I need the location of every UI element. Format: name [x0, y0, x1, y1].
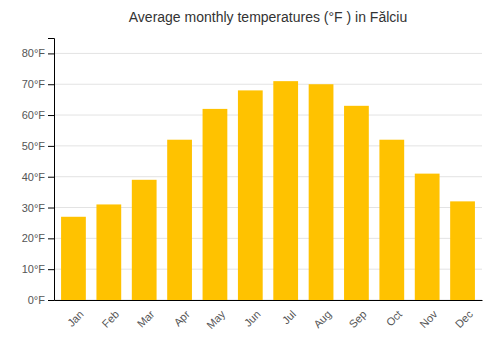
y-tick: 70°F: [22, 78, 54, 90]
x-tick-label: Aug: [311, 308, 333, 330]
y-tick-label: 70°F: [22, 78, 46, 90]
y-tick-label: 0°F: [28, 294, 46, 306]
y-tick: 0°F: [28, 294, 54, 306]
y-tick: 40°F: [22, 171, 54, 183]
y-tick-label: 50°F: [22, 140, 46, 152]
x-tick-label: Apr: [171, 308, 192, 329]
y-tick-label: 40°F: [22, 171, 46, 183]
y-tick: 60°F: [22, 109, 54, 121]
x-tick-label: Jan: [65, 308, 86, 329]
x-tick: Mar: [135, 308, 157, 330]
x-tick: Feb: [99, 308, 121, 330]
x-tick-label: May: [204, 308, 228, 332]
x-tick-label: Oct: [384, 308, 405, 329]
bar: [450, 201, 475, 300]
y-tick-mark: [48, 300, 54, 301]
bars: [61, 81, 475, 300]
bar: [273, 81, 298, 300]
y-axis: 0°F 10°F 20°F 30°F 40°F 50°F 60°F 70°F 80°F: [22, 39, 55, 307]
y-axis-line: [48, 39, 55, 301]
x-tick: Nov: [417, 308, 440, 331]
chart-title: Average monthly temperatures (°F ) in Fă…: [129, 9, 407, 25]
y-tick-label: 20°F: [22, 232, 46, 244]
bar: [203, 109, 228, 300]
plot-area: 0°F 10°F 20°F 30°F 40°F 50°F 60°F 70°F 80°F Jan Fe…: [22, 39, 483, 332]
bar: [379, 140, 404, 300]
y-tick-mark: [48, 146, 54, 147]
x-tick: Oct: [384, 308, 405, 329]
grid-line: [54, 84, 482, 85]
bar: [132, 180, 157, 300]
y-tick: 20°F: [22, 232, 54, 244]
y-tick-label: 60°F: [22, 109, 46, 121]
x-tick: Jun: [242, 308, 263, 329]
x-tick-label: Feb: [99, 308, 121, 330]
bar: [61, 217, 86, 300]
x-tick-label: Nov: [417, 308, 440, 331]
y-tick: 30°F: [22, 202, 54, 214]
y-tick: 80°F: [22, 47, 54, 59]
x-tick-label: Dec: [453, 308, 476, 331]
y-tick-mark: [48, 53, 54, 54]
bar: [344, 106, 369, 300]
y-tick-mark: [48, 84, 54, 85]
x-tick: Jan: [65, 308, 86, 329]
x-tick: Jul: [280, 308, 298, 326]
bar: [238, 90, 263, 300]
bar: [415, 174, 440, 300]
x-tick: May: [204, 308, 228, 332]
x-tick-label: Jun: [242, 308, 263, 329]
x-tick: Sep: [346, 308, 368, 330]
grid-line: [54, 53, 482, 54]
x-tick: Dec: [453, 308, 476, 331]
y-tick-mark: [48, 208, 54, 209]
x-tick: Apr: [171, 308, 192, 329]
x-tick-label: Mar: [135, 308, 157, 330]
x-axis-line: [55, 300, 483, 301]
chart-container: 0°F 10°F 20°F 30°F 40°F 50°F 60°F 70°F 80°F Jan Fe…: [0, 0, 500, 350]
bar: [167, 140, 192, 300]
chart-svg: 0°F 10°F 20°F 30°F 40°F 50°F 60°F 70°F 80°F Jan Fe…: [0, 0, 500, 350]
grid: [54, 53, 482, 300]
grid-line: [54, 145, 482, 146]
y-tick: 50°F: [22, 140, 54, 152]
y-tick-label: 30°F: [22, 202, 46, 214]
y-tick-mark: [48, 177, 54, 178]
y-tick: 10°F: [22, 263, 54, 275]
y-tick-mark: [48, 115, 54, 116]
grid-line: [54, 115, 482, 116]
y-tick-mark: [48, 269, 54, 270]
x-tick-label: Sep: [346, 308, 368, 330]
x-axis: Jan Feb Mar Apr May Jun Jul Aug Sep Oct Nov Dec: [55, 301, 483, 332]
bar: [96, 204, 121, 300]
y-tick-label: 10°F: [22, 263, 46, 275]
y-tick-mark: [48, 238, 54, 239]
x-tick-label: Jul: [280, 308, 298, 326]
bar: [309, 84, 334, 300]
y-tick-label: 80°F: [22, 47, 46, 59]
x-tick: Aug: [311, 308, 333, 330]
